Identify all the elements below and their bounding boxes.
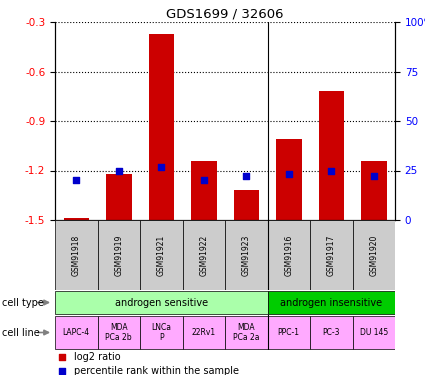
Text: PPC-1: PPC-1 xyxy=(278,328,300,337)
Bar xyxy=(182,220,225,290)
Text: PC-3: PC-3 xyxy=(323,328,340,337)
Bar xyxy=(140,316,182,349)
Bar xyxy=(225,316,267,349)
Bar xyxy=(352,316,395,349)
Bar xyxy=(310,316,352,349)
Bar xyxy=(55,220,97,290)
Bar xyxy=(97,316,140,349)
Text: GSM91916: GSM91916 xyxy=(284,234,293,276)
Text: GSM91922: GSM91922 xyxy=(199,234,208,276)
Point xyxy=(158,164,164,170)
Bar xyxy=(310,220,352,290)
Bar xyxy=(140,220,182,290)
Text: MDA
PCa 2b: MDA PCa 2b xyxy=(105,323,132,342)
Bar xyxy=(267,220,310,290)
Text: GSM91923: GSM91923 xyxy=(242,234,251,276)
Bar xyxy=(55,291,267,314)
Text: androgen sensitive: androgen sensitive xyxy=(115,297,208,307)
Bar xyxy=(148,33,174,220)
Point xyxy=(115,168,122,174)
Bar xyxy=(361,160,386,220)
Bar xyxy=(63,218,89,220)
Text: MDA
PCa 2a: MDA PCa 2a xyxy=(233,323,260,342)
Text: DU 145: DU 145 xyxy=(360,328,388,337)
Text: percentile rank within the sample: percentile rank within the sample xyxy=(74,366,239,375)
Bar xyxy=(276,139,301,220)
Text: log2 ratio: log2 ratio xyxy=(74,352,120,362)
Bar xyxy=(267,291,395,314)
Point xyxy=(285,171,292,177)
Bar xyxy=(233,190,259,220)
Text: androgen insensitive: androgen insensitive xyxy=(280,297,382,307)
Bar xyxy=(106,174,131,220)
Point xyxy=(328,168,334,174)
Text: GSM91918: GSM91918 xyxy=(72,234,81,276)
Bar xyxy=(225,220,267,290)
Bar xyxy=(191,160,216,220)
Text: 22Rv1: 22Rv1 xyxy=(192,328,216,337)
Text: LNCa
P: LNCa P xyxy=(151,323,171,342)
Title: GDS1699 / 32606: GDS1699 / 32606 xyxy=(166,8,284,21)
Text: GSM91921: GSM91921 xyxy=(157,234,166,276)
Point xyxy=(200,177,207,183)
Point xyxy=(73,177,79,183)
Point xyxy=(370,174,377,180)
Text: cell line: cell line xyxy=(2,327,40,338)
Text: GSM91917: GSM91917 xyxy=(327,234,336,276)
Point xyxy=(58,368,65,374)
Bar xyxy=(267,316,310,349)
Point xyxy=(58,354,65,360)
Point xyxy=(243,174,249,180)
Bar xyxy=(182,316,225,349)
Text: GSM91919: GSM91919 xyxy=(114,234,123,276)
Text: LAPC-4: LAPC-4 xyxy=(63,328,90,337)
Bar xyxy=(318,91,344,220)
Text: GSM91920: GSM91920 xyxy=(369,234,378,276)
Bar xyxy=(97,220,140,290)
Bar xyxy=(55,316,97,349)
Bar xyxy=(352,220,395,290)
Text: cell type: cell type xyxy=(2,297,44,307)
